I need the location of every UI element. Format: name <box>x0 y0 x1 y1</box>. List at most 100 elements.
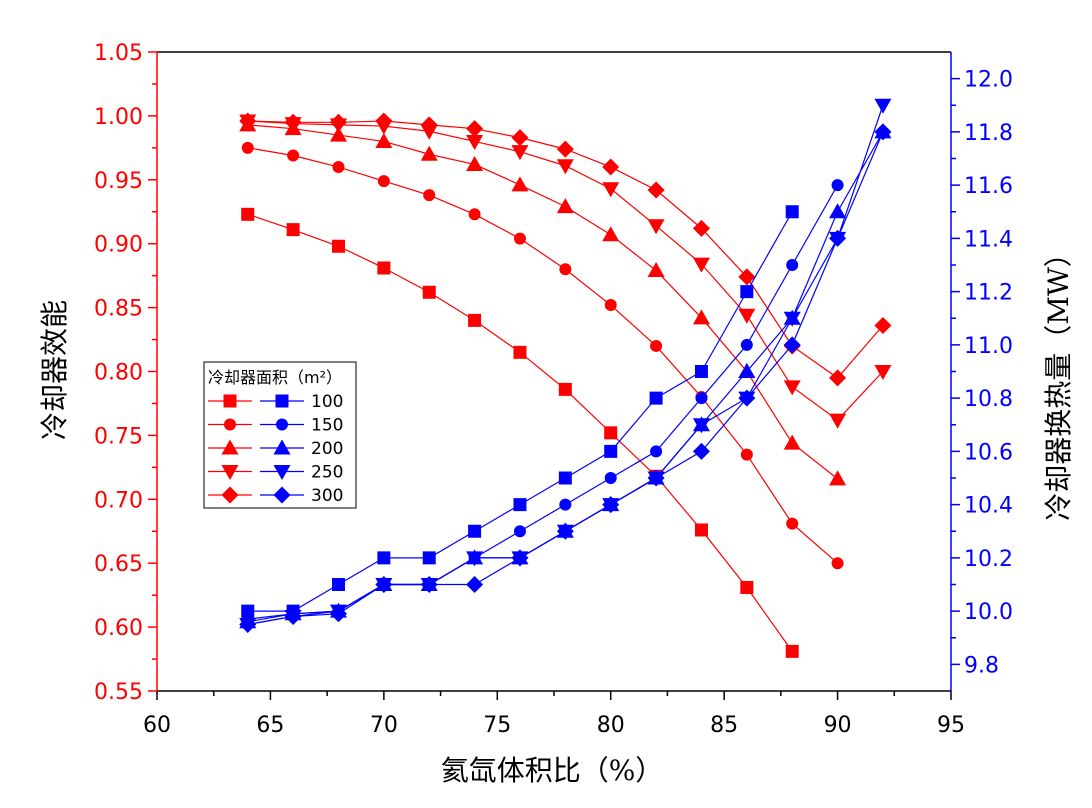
efficiency-point-100 <box>331 239 345 253</box>
heat-point-300 <box>420 576 438 593</box>
efficiency-point-200 <box>466 155 484 171</box>
legend: 冷却器面积（m²） 100 150 200 250 300 <box>203 361 357 509</box>
efficiency-point-300 <box>375 112 393 130</box>
heat-point-300 <box>556 522 574 540</box>
heat-point-300 <box>239 615 257 633</box>
efficiency-point-200 <box>329 126 347 142</box>
right-y-tick-label: 10.8 <box>964 387 1013 412</box>
heat-point-100 <box>649 391 663 405</box>
heat-point-100 <box>558 471 572 485</box>
legend-label: 250 <box>311 463 343 483</box>
heat-point-300 <box>329 605 347 623</box>
axes-group: 60 65 70 75 80 85 90 95 0.55 0.60 0.65 0.70 0.75 0.80… <box>94 41 1013 738</box>
left-y-tick-label: 0.75 <box>94 424 143 449</box>
heat-point-300 <box>829 229 847 247</box>
efficiency-point-200 <box>692 309 710 325</box>
left-y-tick-label: 0.70 <box>94 488 143 513</box>
right-y-axis-label: 冷却器换热量（MW） <box>1042 239 1075 520</box>
efficiency-point-300 <box>602 158 620 176</box>
heat-point-100 <box>694 365 708 378</box>
left-y-tick-label: 0.85 <box>94 297 143 322</box>
heat-point-150 <box>831 179 844 192</box>
x-tick-label: 60 <box>143 713 171 738</box>
efficiency-point-300 <box>829 369 847 387</box>
efficiency-point-250 <box>874 365 892 380</box>
efficiency-point-200 <box>602 226 620 242</box>
efficiency-point-200 <box>420 145 438 161</box>
heat-point-250 <box>783 311 801 327</box>
series-group <box>239 98 892 658</box>
legend-heat-marker <box>273 486 291 504</box>
efficiency-point-100 <box>785 644 799 658</box>
heat-point-150 <box>740 338 753 351</box>
heat-point-100 <box>331 578 345 591</box>
efficiency-point-250 <box>738 308 756 324</box>
efficiency-point-250 <box>692 257 710 273</box>
efficiency-point-250 <box>556 159 574 175</box>
right-y-tick-label: 11.0 <box>964 334 1013 359</box>
heat-point-300 <box>692 442 710 460</box>
heat-point-150 <box>559 498 572 511</box>
left-y-axis-label: 冷却器效能 <box>38 300 71 440</box>
heat-point-150 <box>513 525 526 538</box>
efficiency-point-300 <box>874 316 892 334</box>
efficiency-point-300 <box>647 181 665 199</box>
heat-point-300 <box>738 389 756 407</box>
left-y-tick-label: 0.55 <box>94 680 143 705</box>
heat-point-300 <box>783 336 801 354</box>
legend-box <box>203 361 357 509</box>
efficiency-point-150 <box>377 175 390 188</box>
right-y-tick-label: 11.2 <box>964 281 1013 306</box>
heat-point-100 <box>468 524 482 538</box>
efficiency-point-100 <box>694 523 708 537</box>
efficiency-point-150 <box>468 208 481 221</box>
heat-point-100 <box>604 444 618 458</box>
heat-point-150 <box>650 445 663 458</box>
right-y-tick-label: 10.4 <box>964 494 1013 519</box>
efficiency-point-300 <box>239 112 257 130</box>
heat-point-100 <box>422 551 436 565</box>
efficiency-point-200 <box>647 262 665 278</box>
heat-point-300 <box>874 123 892 141</box>
heat-point-100 <box>513 498 527 512</box>
efficiency-series-300 <box>239 112 892 387</box>
efficiency-point-150 <box>423 189 436 202</box>
legend-label: 200 <box>311 439 343 459</box>
right-y-tick-label: 10.0 <box>964 600 1013 625</box>
efficiency-point-200 <box>375 132 393 148</box>
efficiency-line-150 <box>247 147 838 564</box>
efficiency-point-100 <box>740 580 754 594</box>
legend-efficiency-marker <box>221 486 239 504</box>
efficiency-point-250 <box>602 182 620 198</box>
heat-point-300 <box>284 607 302 625</box>
heat-point-100 <box>740 285 754 299</box>
efficiency-point-150 <box>786 517 799 530</box>
x-tick-label: 85 <box>710 713 738 738</box>
right-y-tick-label: 10.6 <box>964 440 1013 465</box>
efficiency-point-300 <box>692 219 710 237</box>
left-y-tick-label: 1.00 <box>94 105 143 130</box>
efficiency-line-200 <box>247 124 838 480</box>
left-y-tick-label: 0.60 <box>94 616 143 641</box>
efficiency-point-150 <box>740 448 753 461</box>
efficiency-point-150 <box>831 557 844 570</box>
legend-heat-marker <box>275 394 289 408</box>
efficiency-point-300 <box>556 140 574 158</box>
legend-efficiency-marker <box>221 439 239 455</box>
right-y-tick-label: 12.0 <box>964 68 1013 93</box>
heat-series-100 <box>241 205 799 618</box>
efficiency-point-100 <box>241 207 255 221</box>
heat-point-150 <box>604 472 617 484</box>
heat-point-300 <box>602 496 620 514</box>
left-y-tick-label: 0.95 <box>94 169 143 194</box>
efficiency-point-100 <box>468 313 482 327</box>
legend-label: 100 <box>311 392 343 412</box>
efficiency-point-250 <box>647 219 665 235</box>
legend-efficiency-marker <box>223 394 237 408</box>
efficiency-point-200 <box>783 434 801 450</box>
efficiency-point-150 <box>513 232 526 245</box>
efficiency-point-300 <box>420 116 438 134</box>
heat-point-100 <box>377 551 391 565</box>
efficiency-point-300 <box>738 268 756 286</box>
efficiency-point-150 <box>287 149 300 162</box>
